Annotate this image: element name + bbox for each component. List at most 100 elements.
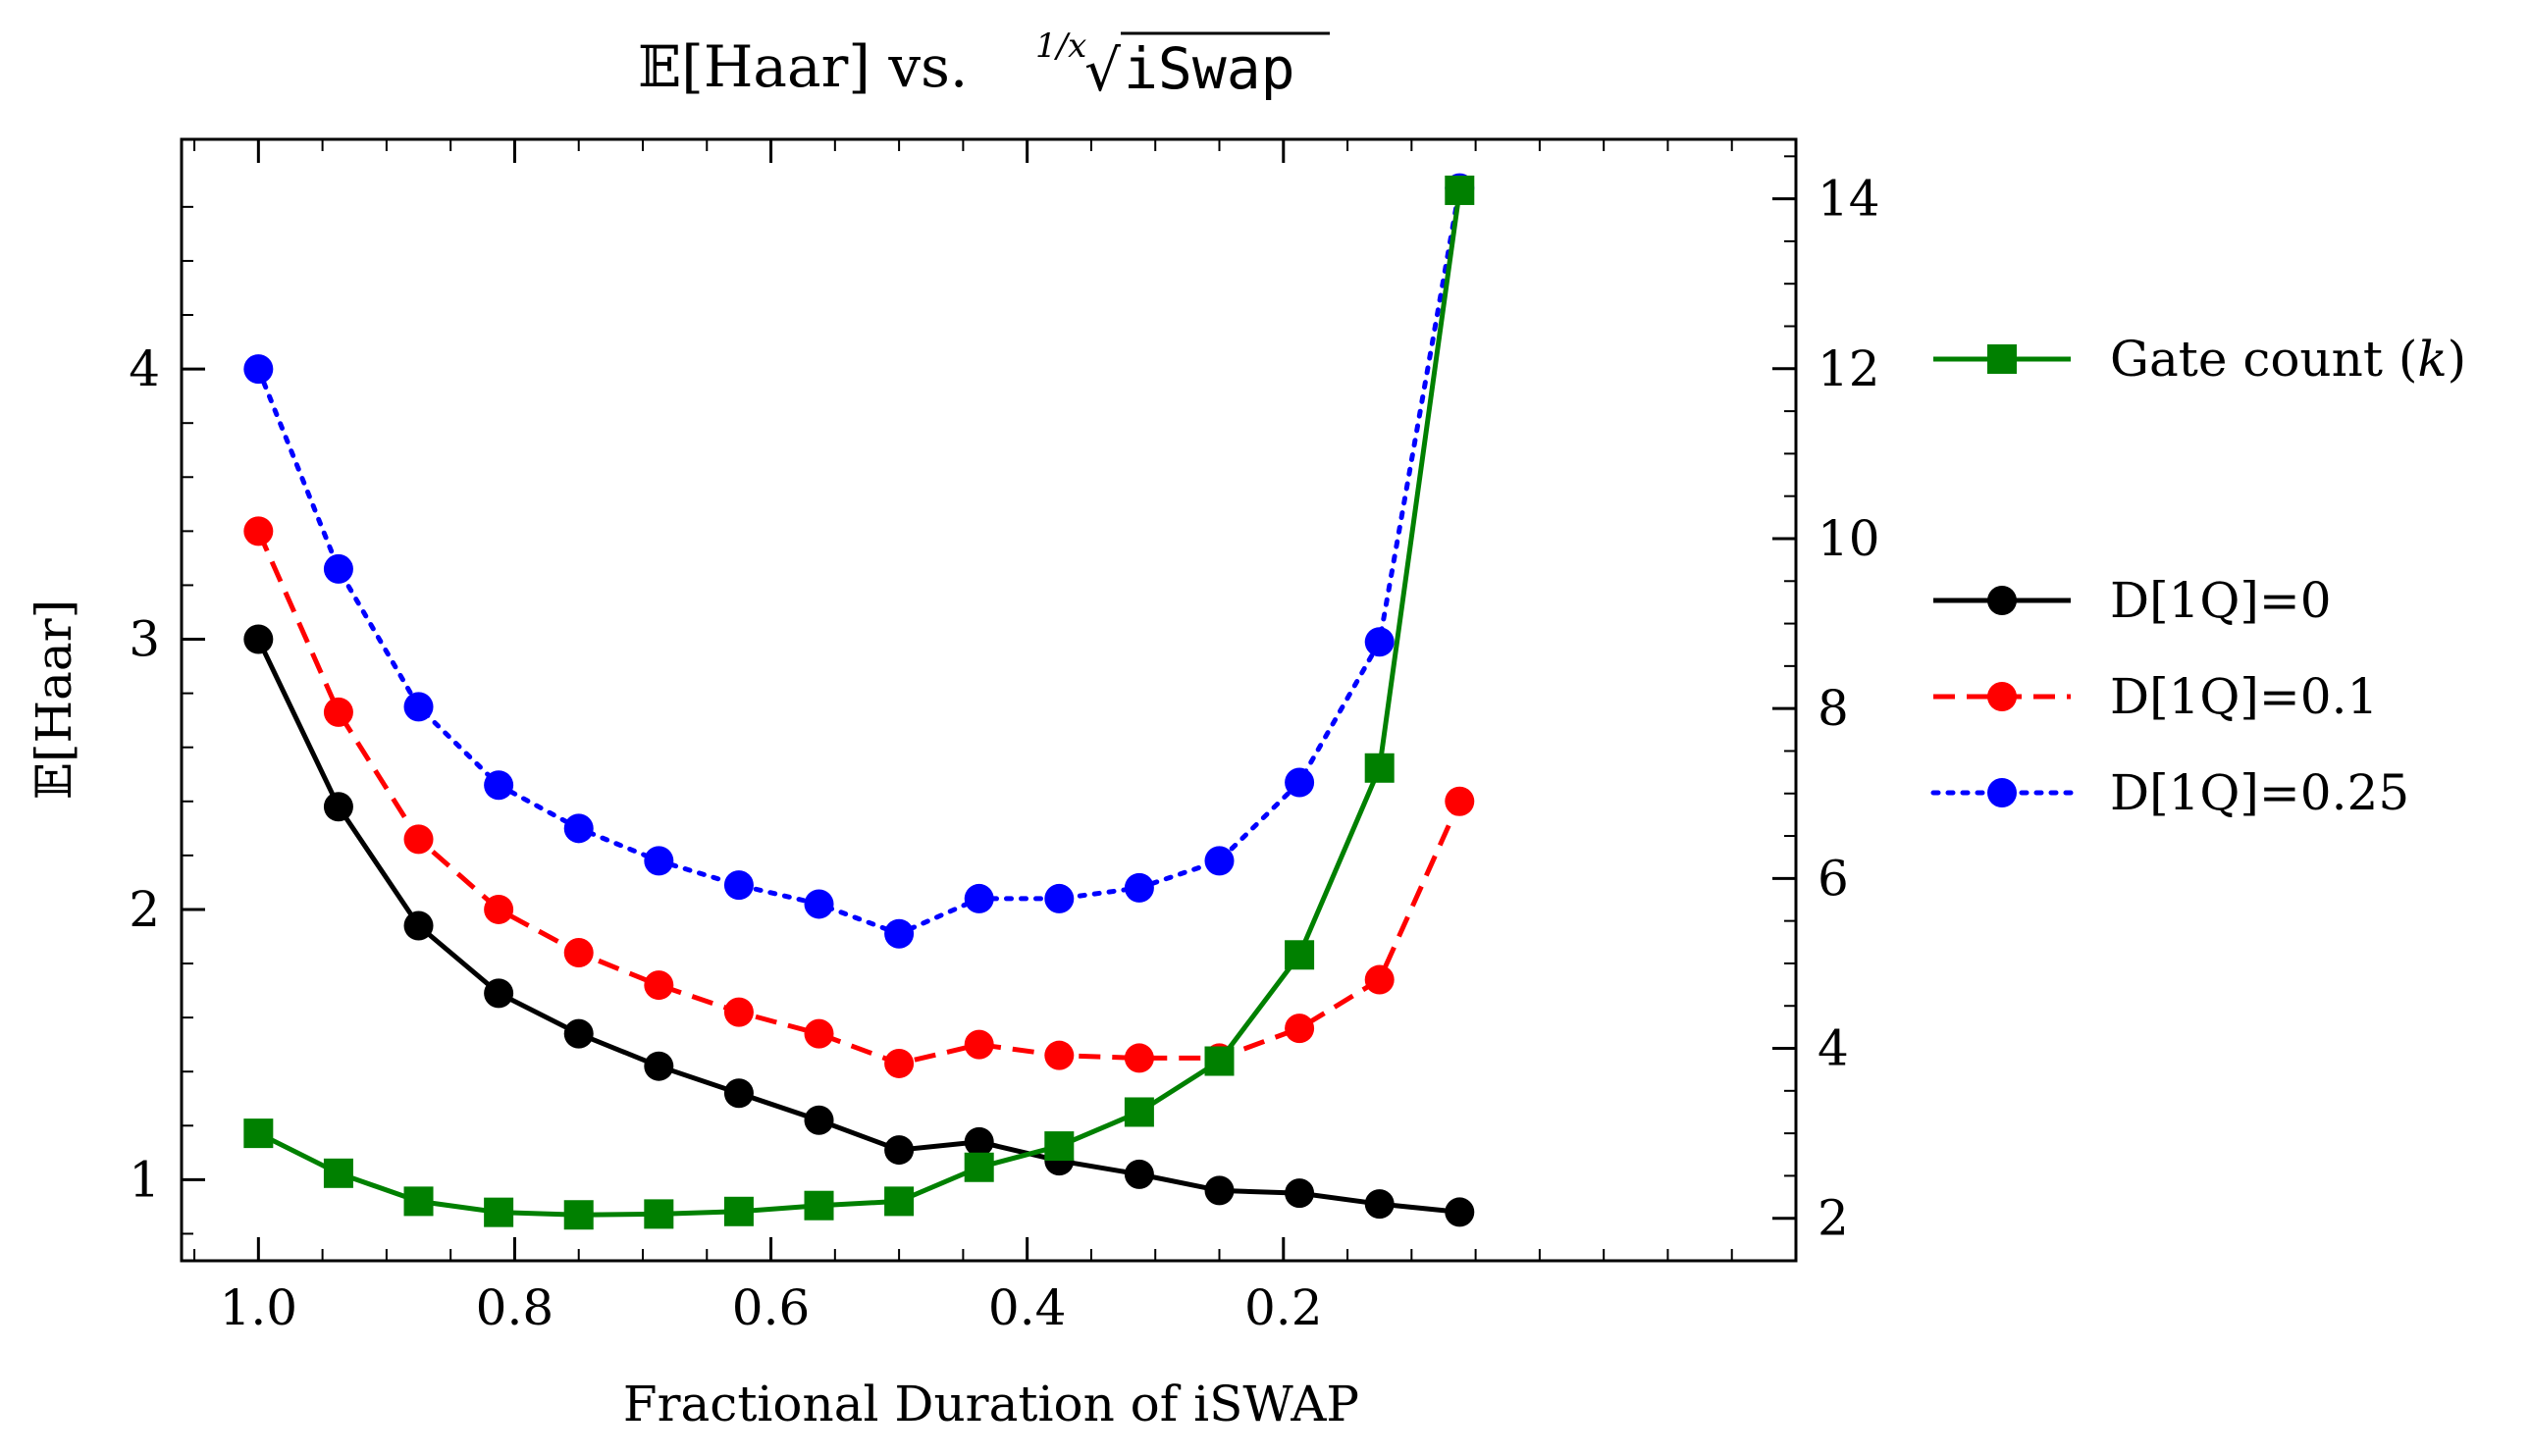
y-tick-label: 1 [129, 1151, 160, 1208]
legend-entry-d-1q-0-1: D[1Q]=0.1 [1933, 668, 2378, 725]
data-point [964, 883, 994, 913]
data-point [1124, 1159, 1154, 1189]
chart-title-operand: iSwap [1124, 35, 1295, 102]
legend-label: D[1Q]=0 [2110, 572, 2332, 629]
y-tick-label: 2 [129, 881, 160, 938]
data-point [884, 1186, 915, 1217]
data-point [1285, 940, 1315, 970]
data-point [323, 792, 353, 822]
data-point [884, 1135, 915, 1166]
legend-label-text: D[1Q]=0.25 [2110, 764, 2409, 821]
y-axis-label: 𝔼[Haar] [26, 599, 82, 800]
legend-entry-d-1q-0: D[1Q]=0 [1933, 572, 2332, 629]
legend-entry-d-1q-0-25: D[1Q]=0.25 [1930, 764, 2409, 821]
data-point [644, 1051, 674, 1081]
y2-axis-ticks: 2 4 6 8 10 12 14 [1772, 155, 1880, 1262]
data-point [1204, 1175, 1235, 1206]
data-point [1445, 175, 1475, 205]
data-point [1364, 627, 1395, 657]
data-point [1044, 1040, 1075, 1070]
data-point [323, 697, 353, 727]
data-point [723, 870, 754, 901]
data-point [884, 1048, 915, 1078]
series-line-d-1q-0-25 [255, 185, 1462, 937]
data-point [1124, 1097, 1154, 1127]
data-point [1204, 846, 1235, 876]
series-d-1q-0-25 [243, 173, 1475, 949]
legend-label-italic: k [2417, 331, 2447, 388]
legend-label-text: Gate count ( [2110, 331, 2417, 388]
chart-title-root-index: 1/x [1035, 26, 1086, 66]
data-point [1445, 786, 1475, 816]
series-d-1q-0-1 [243, 516, 1475, 1078]
legend-marker [1987, 586, 2017, 615]
data-point [323, 1158, 353, 1188]
legend-label: D[1Q]=0.25 [2110, 764, 2409, 821]
y2-tick-label: 10 [1818, 510, 1880, 567]
legend-label-text: D[1Q]=0 [2110, 572, 2332, 629]
legend-label: D[1Q]=0.1 [2110, 668, 2378, 725]
data-point [723, 1196, 754, 1226]
data-point [403, 1186, 434, 1217]
series-line-gate-count-k [257, 189, 1462, 1218]
data-point [964, 1126, 994, 1157]
y-axis-ticks: 1 2 3 4 [129, 205, 205, 1235]
chart-title-prefix: 𝔼[Haar] vs. [638, 33, 968, 100]
legend-marker [1987, 778, 2017, 807]
y2-tick-label: 8 [1818, 680, 1849, 737]
x-tick-label: 1.0 [220, 1279, 298, 1336]
series-d-1q-0 [243, 624, 1475, 1227]
y-tick-label: 3 [129, 611, 160, 668]
data-point [484, 894, 514, 924]
legend-marker [1987, 682, 2017, 711]
plot-frame [180, 137, 1798, 1263]
y2-tick-label: 6 [1818, 850, 1849, 907]
data-point [964, 1152, 994, 1182]
legend-label: Gate count (k) [2110, 331, 2466, 388]
data-point [964, 1029, 994, 1060]
series-line-d-1q-0 [256, 638, 1460, 1215]
data-point [644, 970, 674, 1001]
data-point [243, 354, 274, 385]
y2-tick-label: 12 [1818, 340, 1880, 397]
x-tick-label: 0.6 [732, 1279, 811, 1336]
data-point [403, 824, 434, 855]
data-point [723, 1078, 754, 1109]
data-point [1364, 964, 1395, 995]
x-tick-label: 0.4 [988, 1279, 1067, 1336]
data-point [484, 978, 514, 1009]
data-point [644, 1199, 674, 1229]
data-point [1124, 872, 1154, 903]
data-point [884, 918, 915, 949]
data-point [403, 910, 434, 941]
data-point [1044, 883, 1075, 913]
data-point [484, 770, 514, 801]
x-axis-label: Fractional Duration of iSWAP [623, 1376, 1359, 1432]
data-point [1285, 1014, 1315, 1044]
data-point [563, 1200, 594, 1230]
x-tick-label: 0.2 [1244, 1279, 1323, 1336]
legend: Gate count (k) D[1Q]=0 D[1Q]=0.1 D[1Q]=0.25 [1930, 331, 2466, 821]
data-point [1445, 1197, 1475, 1227]
data-point [403, 692, 434, 722]
data-point [1044, 1131, 1075, 1162]
data-point [243, 1118, 274, 1149]
data-point [243, 624, 274, 654]
data-point [1204, 1046, 1235, 1076]
data-point [1124, 1043, 1154, 1073]
data-point [563, 938, 594, 968]
y-tick-label: 4 [129, 340, 160, 397]
data-point [563, 1018, 594, 1049]
legend-label-suffix: ) [2448, 331, 2467, 388]
data-point [1285, 767, 1315, 798]
data-point [804, 1018, 834, 1049]
x-axis-ticks: 1.0 0.8 0.6 0.4 0.2 [193, 139, 1733, 1336]
data-point [804, 889, 834, 919]
data-point [563, 813, 594, 844]
chart-title-root-symbol: √ [1084, 37, 1121, 104]
y2-tick-label: 4 [1818, 1020, 1849, 1077]
chart-title: 𝔼[Haar] vs. 1/x √ iSwap [638, 26, 1330, 104]
series-layer [243, 173, 1475, 1230]
data-point [484, 1197, 514, 1227]
